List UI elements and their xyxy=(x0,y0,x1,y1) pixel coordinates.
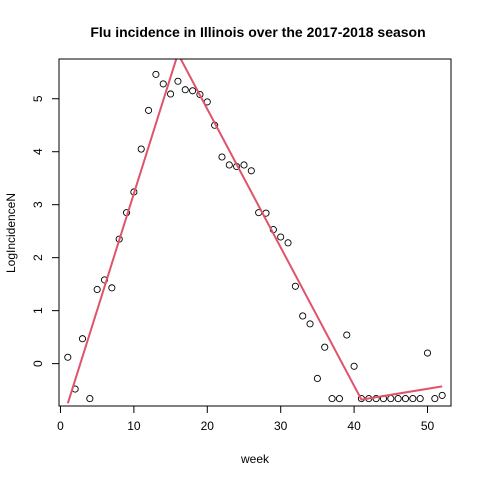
data-point xyxy=(218,153,226,161)
data-point xyxy=(431,395,439,403)
x-axis: 0 10 20 30 40 50 xyxy=(57,405,435,433)
data-point xyxy=(284,239,292,247)
data-point xyxy=(277,233,285,241)
data-point xyxy=(152,70,160,78)
data-point xyxy=(335,395,343,403)
x-tick-label: 50 xyxy=(421,419,435,433)
y-tick-label: 5 xyxy=(31,95,45,102)
data-point xyxy=(387,395,395,403)
plot-frame xyxy=(58,58,452,407)
y-axis: 0 1 2 3 4 5 xyxy=(31,95,60,367)
data-point xyxy=(350,362,358,370)
y-tick-label: 4 xyxy=(31,148,45,155)
data-point xyxy=(438,391,446,399)
y-tick-label: 0 xyxy=(31,360,45,367)
data-point xyxy=(328,395,336,403)
y-tick-label: 2 xyxy=(31,254,45,261)
data-points xyxy=(64,70,446,403)
x-tick-label: 10 xyxy=(127,419,141,433)
x-tick-label: 0 xyxy=(57,419,64,433)
data-point xyxy=(240,161,248,169)
data-point xyxy=(409,395,417,403)
data-point xyxy=(86,395,94,403)
data-point xyxy=(291,282,299,290)
data-point xyxy=(423,349,432,357)
data-point xyxy=(159,80,167,88)
data-point xyxy=(313,374,321,383)
data-point xyxy=(225,161,233,169)
data-point xyxy=(401,395,410,403)
data-point xyxy=(299,312,307,320)
x-tick-label: 30 xyxy=(274,419,288,433)
x-axis-label: week xyxy=(240,452,270,466)
x-tick-label: 40 xyxy=(347,419,361,433)
data-point xyxy=(93,285,101,294)
data-point xyxy=(321,343,329,351)
y-axis-label: LogIncidenceN xyxy=(4,193,18,273)
data-point xyxy=(174,77,182,85)
data-point xyxy=(64,353,72,361)
fit-line xyxy=(66,59,443,404)
y-tick-label: 3 xyxy=(31,201,45,208)
chart-title: Flu incidence in Illinois over the 2017-… xyxy=(90,24,425,40)
data-point xyxy=(306,320,314,328)
data-point xyxy=(189,87,197,95)
x-tick-label: 20 xyxy=(201,419,215,433)
data-point xyxy=(78,335,87,343)
fit-line-layer xyxy=(66,59,443,404)
data-point xyxy=(181,86,189,94)
data-point xyxy=(416,395,424,403)
data-point xyxy=(196,90,204,99)
data-point xyxy=(247,167,255,175)
data-point xyxy=(145,106,153,114)
data-point xyxy=(108,284,116,292)
data-point xyxy=(394,395,402,403)
y-tick-label: 1 xyxy=(31,307,45,314)
data-point xyxy=(137,145,145,153)
data-point xyxy=(343,331,351,339)
data-point xyxy=(167,90,175,98)
